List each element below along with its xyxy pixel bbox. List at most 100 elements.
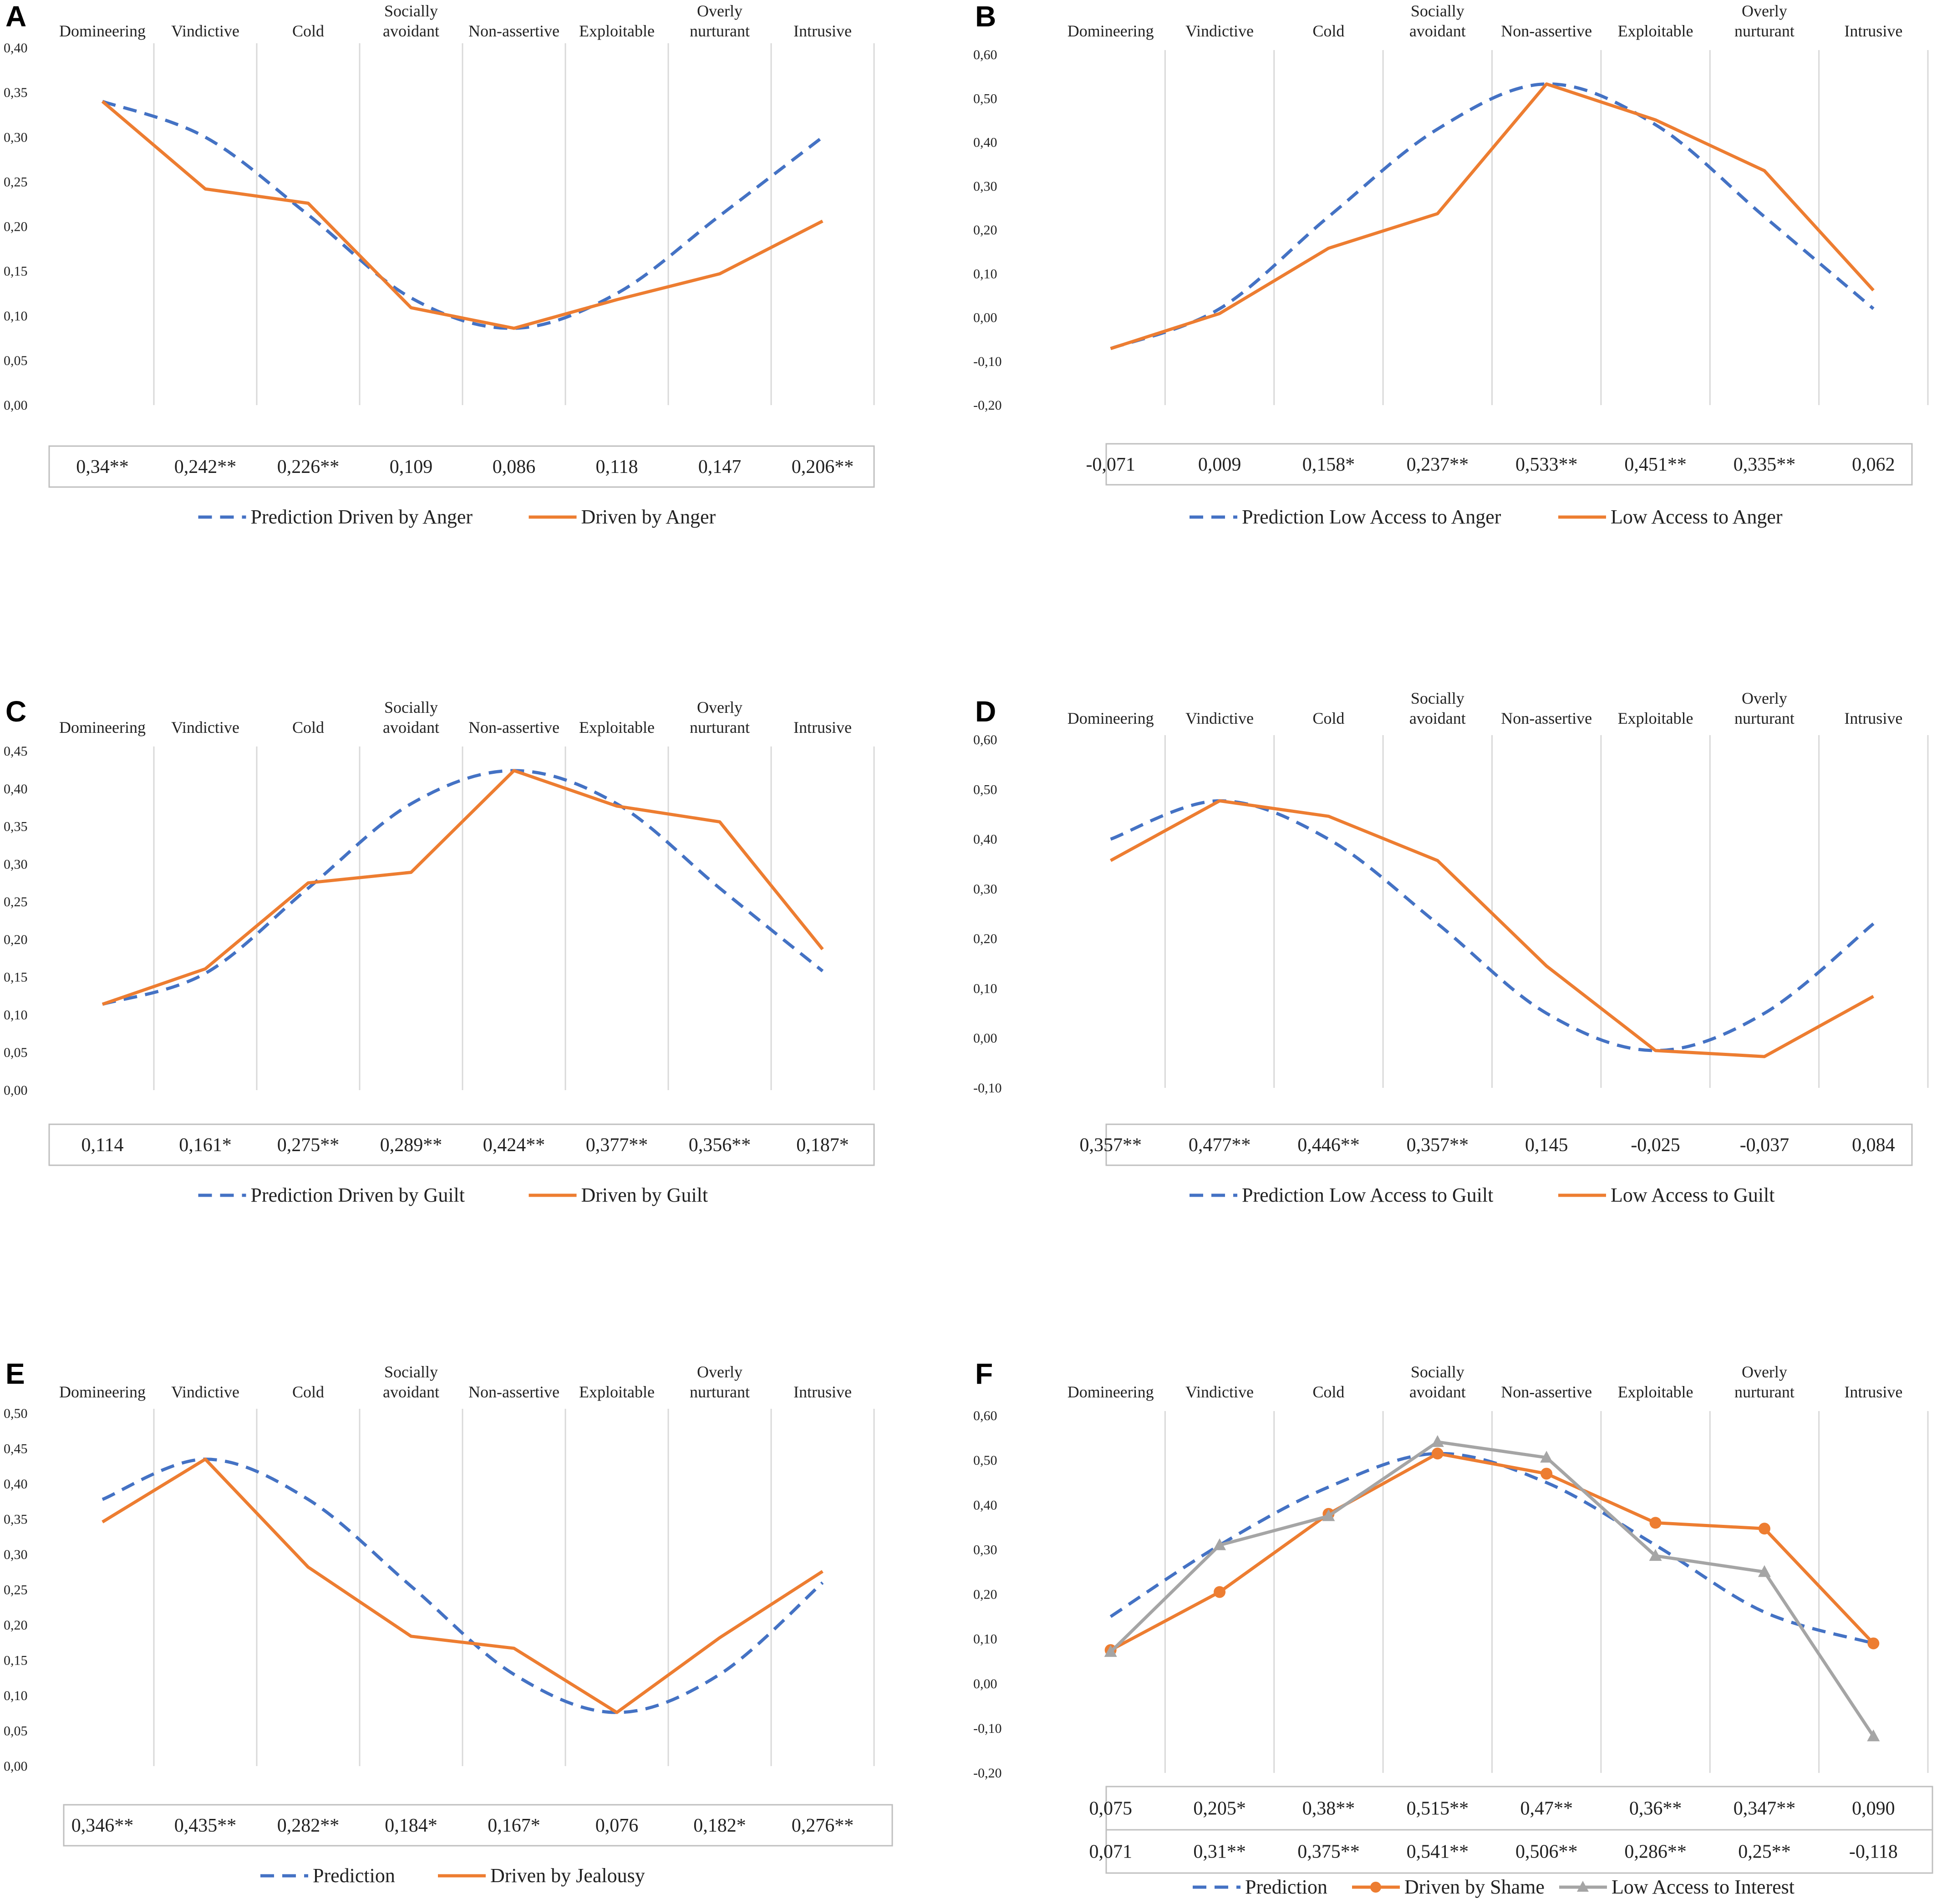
legend-label: Low Access to Anger — [1611, 506, 1783, 528]
legend-label: Prediction — [313, 1864, 395, 1887]
category-label: Socially avoidant — [1409, 2, 1466, 40]
table-value: 0,158* — [1302, 454, 1355, 475]
legend: Prediction Driven by Jealousy — [260, 1864, 645, 1887]
table-value: 0,084 — [1852, 1135, 1895, 1156]
data-point — [1764, 1612, 1765, 1613]
table-value: 0,47** — [1520, 1798, 1573, 1819]
data-point — [1867, 1729, 1880, 1742]
panel-letter: C — [5, 695, 26, 728]
category-label: Socially avoidant — [383, 2, 439, 40]
y-tick-label: 0,00 — [973, 1676, 997, 1691]
data-point — [1322, 1509, 1335, 1521]
table-value: 0,25** — [1738, 1842, 1791, 1863]
table-value: 0,36** — [1629, 1798, 1682, 1819]
legend-label: Prediction Low Access to Guilt — [1242, 1184, 1493, 1206]
observed-line — [102, 769, 824, 1006]
table-value: 0,515** — [1407, 1798, 1469, 1819]
category-label: Cold — [292, 22, 324, 40]
data-point — [1649, 1517, 1662, 1529]
y-tick-label: 0,45 — [4, 744, 28, 759]
series-driven-by-jealousy — [102, 1457, 824, 1714]
y-tick-label: 0,30 — [4, 1547, 28, 1562]
chart-panel-e: E 0,00 0,05 0,10 0,15 0,20 0,25 0,30 0,35 0,40 0,4… — [4, 1357, 893, 1887]
data-point — [205, 973, 206, 974]
observed-line — [1110, 799, 1874, 1058]
series-prediction — [102, 1457, 824, 1714]
category-label: Cold — [292, 718, 324, 736]
table-value: 0,076 — [595, 1815, 639, 1836]
table-value: 0,375** — [1297, 1842, 1360, 1863]
series-driven-by-anger — [101, 100, 824, 330]
y-tick-label: 0,00 — [4, 1759, 28, 1774]
table-value: 0,377** — [586, 1135, 648, 1156]
table-value: 0,38** — [1302, 1798, 1355, 1819]
data-point — [1867, 1637, 1880, 1650]
table-value: 0,109 — [390, 457, 433, 477]
category-label: Cold — [292, 1383, 324, 1401]
category-label: Domineering — [59, 718, 146, 736]
table-value: 0,167* — [488, 1815, 540, 1836]
data-point — [1655, 1545, 1656, 1546]
category-label: Exploitable — [579, 1383, 655, 1401]
observed-line — [101, 100, 824, 330]
category-label: Cold — [1312, 1383, 1344, 1401]
panel-letter: B — [975, 0, 996, 33]
panel-letter: E — [5, 1357, 25, 1390]
category-label: Vindictive — [1185, 1383, 1254, 1401]
table-value: 0,286** — [1624, 1842, 1687, 1863]
data-point — [1649, 1549, 1662, 1561]
category-label: Overly nurturant — [1734, 1363, 1795, 1401]
value-table — [63, 1804, 893, 1847]
legend-marker — [1577, 1881, 1589, 1892]
table-value: 0,356** — [689, 1135, 751, 1156]
prediction-line — [102, 1457, 824, 1714]
data-point — [1328, 839, 1329, 840]
legend-label: Driven by Guilt — [581, 1184, 708, 1206]
table-value: 0,289** — [380, 1135, 442, 1156]
value-table — [1105, 443, 1913, 486]
table-value: 0,009 — [1198, 454, 1241, 475]
table-value: 0,182* — [693, 1815, 746, 1836]
y-tick-label: 0,35 — [4, 85, 28, 100]
category-label: Exploitable — [579, 22, 655, 40]
legend-marker — [1370, 1882, 1381, 1893]
table-value: 0,31** — [1193, 1842, 1246, 1863]
y-tick-label: -0,10 — [973, 1721, 1002, 1736]
y-tick-label: 0,40 — [4, 782, 28, 797]
category-label: Overly nurturant — [1734, 2, 1795, 40]
category-label: Vindictive — [171, 1383, 239, 1401]
y-tick-label: 0,60 — [973, 732, 997, 747]
y-tick-label: 0,40 — [4, 1477, 28, 1492]
chart-panel-c: C 0,00 0,05 0,10 0,15 0,20 0,25 0,30 0,35 0,40 0,4… — [4, 695, 875, 1206]
category-label: Vindictive — [171, 718, 239, 736]
data-point — [1214, 1586, 1226, 1598]
category-label: Intrusive — [793, 718, 852, 736]
y-tick-label: 0,40 — [4, 41, 28, 56]
category-label: Domineering — [1068, 22, 1154, 40]
table-value: 0,357** — [1079, 1135, 1142, 1156]
y-tick-label: 0,15 — [4, 264, 28, 279]
legend-label: Driven by Anger — [581, 506, 716, 528]
category-label: Socially avoidant — [383, 698, 439, 736]
category-label: Domineering — [1068, 709, 1154, 727]
legend-label: Low Access to Guilt — [1611, 1184, 1775, 1206]
table-value: 0,184* — [385, 1815, 437, 1836]
prediction-line — [1110, 82, 1875, 350]
legend: Prediction Low Access to Guilt Low Access… — [1190, 1184, 1775, 1206]
y-tick-label: 0,05 — [4, 1045, 28, 1060]
table-value: -0,118 — [1849, 1842, 1898, 1863]
y-tick-label: 0,20 — [973, 1587, 997, 1602]
category-label: Intrusive — [1844, 1383, 1902, 1401]
table-value: 0,205* — [1193, 1798, 1246, 1819]
y-tick-label: 0,00 — [4, 1083, 28, 1098]
observed-line — [102, 1457, 824, 1714]
y-tick-label: 0,40 — [973, 135, 997, 150]
y-tick-label: 0,30 — [973, 882, 997, 897]
table-value: 0,533** — [1515, 454, 1578, 475]
y-tick-label: 0,50 — [4, 1406, 28, 1421]
series-low-access-to-anger — [1110, 82, 1875, 350]
table-value: 0,161* — [179, 1135, 232, 1156]
category-label: Intrusive — [793, 22, 852, 40]
table-value: -0,071 — [1086, 454, 1135, 475]
category-label: Overly nurturant — [1734, 689, 1795, 727]
